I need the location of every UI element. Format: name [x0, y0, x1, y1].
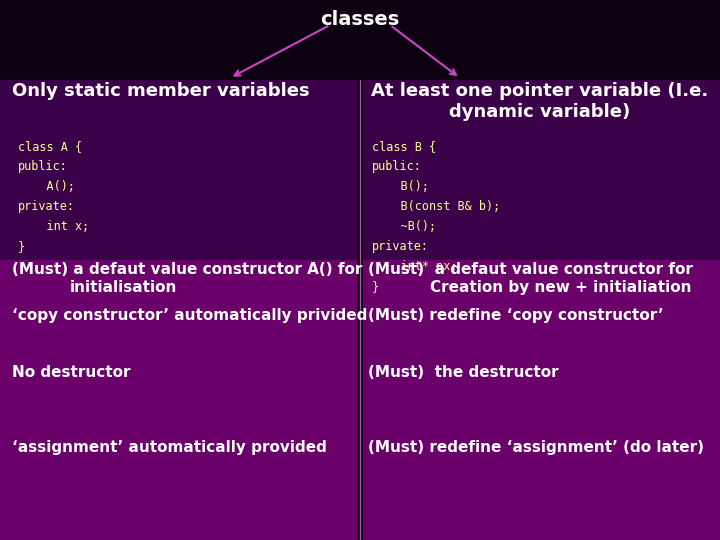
Text: (Must) redefine ‘copy constructor’: (Must) redefine ‘copy constructor’ [368, 308, 664, 323]
Text: initialisation: initialisation [70, 280, 177, 295]
Text: (Must) a defaut value constructor A() for: (Must) a defaut value constructor A() fo… [12, 262, 362, 277]
Text: classes: classes [320, 10, 400, 29]
Bar [0, 0, 720, 80]
Bar [363, 80, 720, 260]
Text: class A {
public:
    A();
private:
    int x;
}: class A { public: A(); private: int x; } [18, 140, 89, 253]
Text: ‘assignment’ automatically provided: ‘assignment’ automatically provided [12, 440, 327, 455]
Text: Creation by new + initialiation: Creation by new + initialiation [430, 280, 691, 295]
Text: class B {
public:
    B();
    B(const B& b);
    ~B();
private:
    int* px;
}: class B { public: B(); B(const B& b); ~B… [372, 140, 500, 293]
Text: Only static member variables: Only static member variables [12, 82, 310, 100]
Bar [0, 80, 357, 260]
Text: (Must)  a defaut value constructor for: (Must) a defaut value constructor for [368, 262, 693, 277]
Text: At least one pointer variable (I.e.
dynamic variable): At least one pointer variable (I.e. dyna… [372, 82, 708, 121]
Bar [363, 260, 720, 540]
Text: (Must) redefine ‘assignment’ (do later): (Must) redefine ‘assignment’ (do later) [368, 440, 704, 455]
Text: (Must)  the destructor: (Must) the destructor [368, 365, 559, 380]
Bar [0, 260, 357, 540]
Text: No destructor: No destructor [12, 365, 130, 380]
Text: ‘copy constructor’ automatically privided: ‘copy constructor’ automatically privide… [12, 308, 367, 323]
